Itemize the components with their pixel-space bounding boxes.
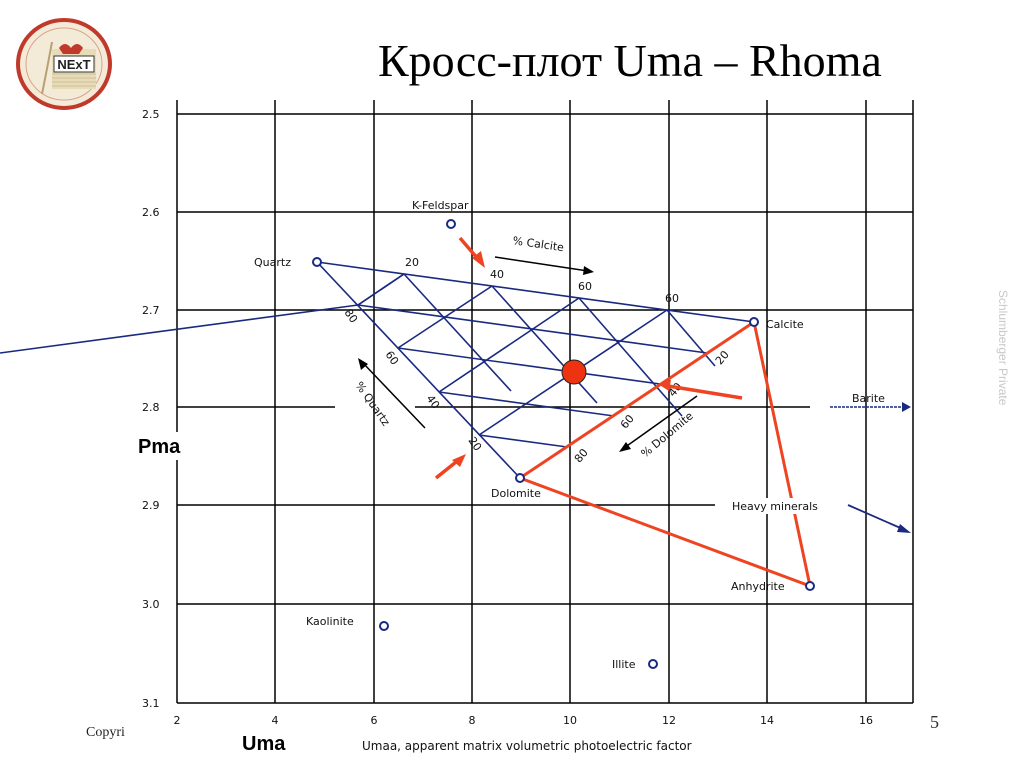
svg-text:Dolomite: Dolomite [491, 487, 541, 500]
ternary-grid [0, 260, 757, 480]
annotation-arrows [434, 236, 743, 480]
x-axis-label: Uma [242, 733, 286, 755]
calcite-direction-arrow [494, 256, 594, 275]
svg-text:8: 8 [469, 714, 476, 727]
svg-text:16: 16 [859, 714, 873, 727]
svg-text:14: 14 [760, 714, 774, 727]
svg-text:4: 4 [272, 714, 279, 727]
svg-text:60: 60 [383, 349, 402, 368]
dolomite-direction-arrow [619, 395, 698, 452]
watermark: Schlumberger Private [996, 290, 1010, 406]
svg-text:2.5: 2.5 [142, 108, 160, 121]
svg-text:2.7: 2.7 [142, 304, 160, 317]
svg-text:2.6: 2.6 [142, 206, 160, 219]
svg-text:60: 60 [618, 412, 637, 431]
svg-text:Quartz: Quartz [254, 256, 291, 269]
slide-title: Кросс-плот Uma – Rhoma [378, 35, 882, 86]
next-logo: NExT [14, 14, 114, 114]
svg-text:Barite: Barite [852, 392, 885, 405]
calcite-scale-labels: 20 40 60 60 [405, 256, 679, 305]
x-axis-description: Umaa, apparent matrix volumetric photoel… [362, 739, 692, 753]
svg-text:2.9: 2.9 [142, 499, 160, 512]
svg-text:80: 80 [572, 446, 591, 465]
svg-text:20: 20 [713, 348, 732, 367]
svg-text:NExT: NExT [57, 57, 90, 72]
x-axis-ticks: 2 4 6 8 10 12 14 16 [174, 714, 874, 727]
svg-text:20: 20 [405, 256, 419, 269]
highlight-triangle [516, 319, 813, 589]
sample-point [561, 359, 587, 385]
svg-text:40: 40 [424, 393, 443, 412]
copyright-text: Copyri [86, 725, 125, 740]
svg-text:40: 40 [490, 268, 504, 281]
svg-text:2.8: 2.8 [142, 401, 160, 414]
svg-text:60: 60 [578, 280, 592, 293]
svg-text:10: 10 [563, 714, 577, 727]
page-number: 5 [930, 712, 939, 732]
svg-text:Heavy minerals: Heavy minerals [732, 500, 818, 513]
barite-arrow: Barite [830, 392, 911, 412]
mineral-points [312, 219, 815, 669]
y-axis-ticks: 2.5 2.6 2.7 2.8 2.9 3.0 3.1 [142, 108, 160, 710]
mineral-labels: Quartz Calcite Dolomite K-Feldspar Anhyd… [254, 199, 804, 671]
svg-text:Illite: Illite [612, 658, 636, 671]
svg-text:K-Feldspar: K-Feldspar [412, 199, 469, 212]
percent-calcite-label: % Calcite [512, 234, 565, 254]
heavy-minerals-arrow: Heavy minerals [730, 498, 911, 533]
svg-text:Kaolinite: Kaolinite [306, 615, 354, 628]
svg-text:Anhydrite: Anhydrite [731, 580, 785, 593]
svg-text:2: 2 [174, 714, 181, 727]
plot-grid [176, 100, 914, 704]
svg-text:3.0: 3.0 [142, 598, 160, 611]
svg-text:12: 12 [662, 714, 676, 727]
svg-text:Calcite: Calcite [766, 318, 804, 331]
svg-text:60: 60 [665, 292, 679, 305]
svg-text:3.1: 3.1 [142, 697, 160, 710]
y-axis-label: Pma [138, 436, 181, 458]
quartz-direction-arrow [358, 358, 426, 429]
svg-text:6: 6 [371, 714, 378, 727]
